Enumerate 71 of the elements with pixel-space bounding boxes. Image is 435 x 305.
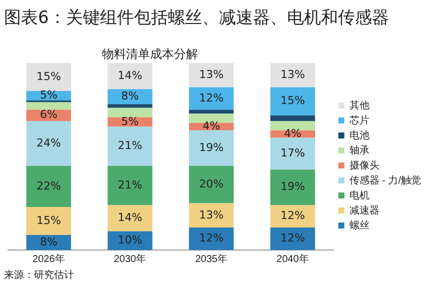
- bar: [108, 205, 152, 232]
- chart-title: 图表6：关键组件包括螺丝、减速器、电机和传感器: [3, 7, 390, 30]
- data-label: 19%: [199, 140, 224, 154]
- bar: [270, 228, 316, 250]
- bar: [270, 120, 316, 130]
- data-label: 22%: [36, 179, 61, 192]
- data-label: 4%: [284, 126, 302, 140]
- bar: [188, 166, 234, 204]
- legend-label: 其他: [349, 99, 370, 112]
- data-label: 13%: [199, 68, 224, 82]
- bar: [108, 166, 152, 206]
- x-tick-label: 2035年: [195, 252, 228, 265]
- legend-label: 电机: [349, 189, 370, 202]
- data-label: 14%: [118, 68, 142, 82]
- data-label: 12%: [199, 91, 224, 104]
- bar: [188, 87, 234, 110]
- bar: [108, 104, 152, 108]
- data-label: 5%: [121, 114, 139, 128]
- legend-label: 轴承: [349, 144, 370, 156]
- bar: [270, 170, 316, 206]
- data-label: 19%: [280, 180, 305, 194]
- data-label: 8%: [121, 90, 139, 103]
- legend-label: 螺丝: [349, 219, 370, 232]
- legend-label: 摄像头: [349, 159, 380, 172]
- bar: [26, 102, 72, 110]
- data-label: 15%: [36, 214, 61, 227]
- bar: [188, 63, 234, 88]
- legend-label: 减速器: [349, 204, 380, 216]
- source-note: 来源：研究估计: [3, 268, 75, 282]
- data-label: 10%: [118, 234, 142, 247]
- data-label: 13%: [199, 208, 224, 222]
- chart-subtitle: 物料清单成本分解: [101, 46, 199, 63]
- bar: [188, 113, 234, 123]
- data-label: 15%: [36, 70, 61, 83]
- bar: [270, 138, 316, 170]
- data-label: 15%: [280, 94, 305, 108]
- legend-label: 电池: [349, 129, 370, 142]
- data-label: 20%: [199, 177, 224, 190]
- legend-label: 芯片: [348, 114, 370, 126]
- bar: [26, 206, 72, 236]
- data-label: 13%: [280, 68, 305, 82]
- bar: [188, 228, 234, 250]
- data-label: 17%: [280, 146, 305, 160]
- bar: [270, 115, 316, 121]
- data-label: 12%: [199, 232, 224, 245]
- bar: [108, 126, 152, 166]
- bar: [188, 110, 234, 114]
- x-tick-label: 2026年: [32, 252, 65, 265]
- data-label: 14%: [118, 211, 142, 224]
- legend-label: 传感器 - 力/触觉: [349, 174, 422, 186]
- data-label: 12%: [280, 232, 305, 245]
- bar: [270, 63, 316, 88]
- bar: [26, 166, 72, 207]
- x-tick-label: 2040年: [276, 252, 309, 265]
- bar: [270, 205, 316, 228]
- x-tick-label: 2030年: [114, 252, 146, 265]
- data-label: 5%: [40, 88, 58, 102]
- data-label: 6%: [40, 108, 58, 122]
- bar: [108, 108, 152, 118]
- data-label: 21%: [118, 139, 142, 152]
- data-label: 12%: [280, 209, 305, 222]
- data-label: 4%: [202, 119, 220, 132]
- data-label: 24%: [36, 136, 61, 150]
- bar: [26, 63, 72, 92]
- data-label: 21%: [118, 178, 142, 192]
- bar: [188, 203, 234, 228]
- bar: [108, 63, 152, 90]
- bar: [270, 87, 316, 116]
- bar: [26, 120, 72, 166]
- data-label: 8%: [40, 235, 58, 248]
- bar: [188, 130, 234, 166]
